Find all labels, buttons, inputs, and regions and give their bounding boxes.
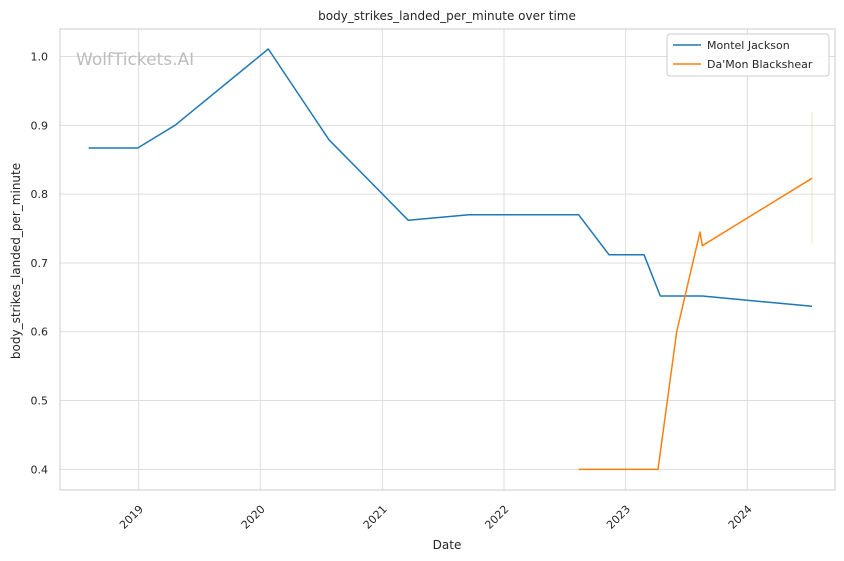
- y-tick-label: 0.6: [31, 326, 49, 339]
- watermark: WolfTickets.AI: [76, 50, 194, 70]
- y-tick-label: 0.4: [31, 463, 49, 476]
- y-tick-label: 0.9: [31, 119, 49, 132]
- legend-label-damon: Da'Mon Blackshear: [707, 58, 813, 71]
- chart-title: body_strikes_landed_per_minute over time: [318, 9, 576, 23]
- y-tick-label: 1.0: [31, 51, 49, 64]
- series-layer: [88, 48, 813, 471]
- series-line-1: [578, 177, 813, 471]
- x-axis-title: Date: [433, 538, 462, 552]
- y-tick-label: 0.8: [31, 188, 49, 201]
- legend: Montel Jackson Da'Mon Blackshear: [666, 33, 830, 77]
- series-line-0: [88, 48, 813, 308]
- grid: [60, 29, 835, 490]
- y-tick-label: 0.7: [31, 257, 49, 270]
- plot-frame: [59, 28, 836, 491]
- legend-box: [666, 33, 830, 77]
- y-tick-label: 0.5: [31, 395, 49, 408]
- legend-label-montel: Montel Jackson: [707, 39, 790, 52]
- y-axis-title: body_strikes_landed_per_minute: [9, 163, 23, 359]
